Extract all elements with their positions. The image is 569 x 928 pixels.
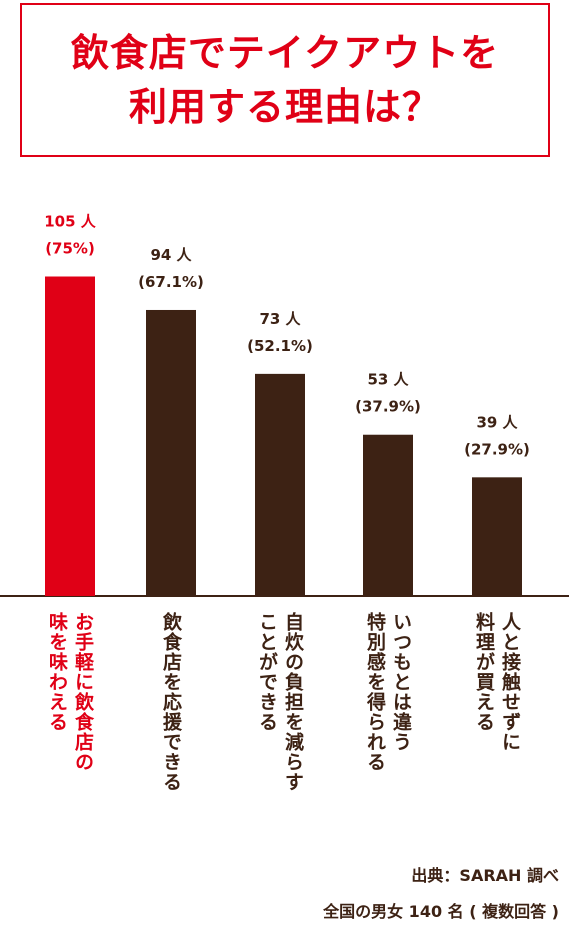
percent-label-4: (37.9%) (355, 398, 421, 416)
value-label-3: 73 人 (259, 310, 301, 328)
category-label-4: いつもとは違う 特別感を得られる (362, 612, 414, 852)
percent-label-1: (75%) (45, 240, 95, 258)
bar-2 (146, 309, 196, 596)
value-label-5: 39 人 (476, 413, 518, 431)
category-label-4-line-2: 特別感を得られる (364, 612, 386, 772)
category-label-5: 人と接触せずに 料理が買える (471, 612, 523, 852)
bar-5 (472, 477, 522, 596)
category-label-1-line-1: お手軽に飲食店の (72, 612, 94, 772)
category-label-5-line-2: 料理が買える (473, 612, 495, 732)
source-credit: 出典：SARAH 調べ (411, 866, 559, 885)
category-label-5-line-1: 人と接触せずに (499, 612, 521, 752)
title-box: 飲食店でテイクアウトを 利用する理由は？ (20, 3, 550, 157)
value-label-1: 105 人 (44, 213, 97, 231)
source-sample: 全国の男女 140 名 ( 複数回答 ) (323, 902, 559, 921)
category-label-3-line-1: 自炊の負担を減らす (282, 612, 304, 792)
percent-label-2: (67.1%) (138, 273, 204, 291)
title-line-1: 飲食店でテイクアウトを (70, 31, 500, 75)
category-label-2-line-1: 飲食店を応援できる (160, 612, 182, 792)
value-label-4: 53 人 (367, 371, 409, 389)
value-label-2: 94 人 (150, 246, 192, 264)
percent-label-5: (27.9%) (464, 440, 530, 458)
title-line-2: 利用する理由は？ (128, 85, 441, 129)
percent-label-3: (52.1%) (247, 337, 313, 355)
category-label-1: お手軽に飲食店の 味を味わえる (44, 612, 96, 852)
category-label-3-line-2: ことができる (256, 612, 278, 732)
category-label-1-line-2: 味を味わえる (46, 612, 68, 732)
category-label-2: 飲食店を応援できる (158, 612, 184, 852)
category-label-4-line-1: いつもとは違う (390, 612, 412, 752)
bar-4 (363, 434, 413, 596)
bar-1 (45, 276, 95, 596)
bar-3 (255, 373, 305, 596)
category-label-3: 自炊の負担を減らす ことができる (254, 612, 306, 852)
